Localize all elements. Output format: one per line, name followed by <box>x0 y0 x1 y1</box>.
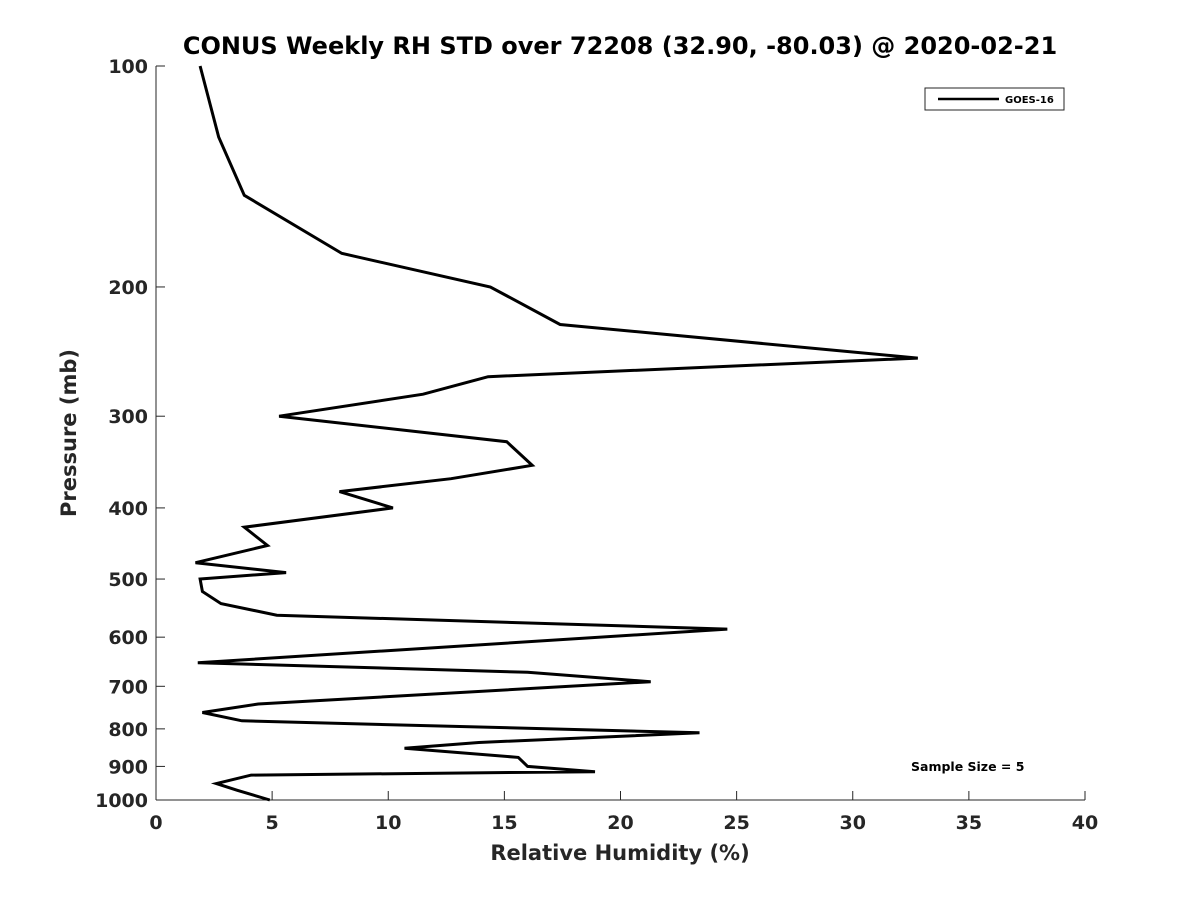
series-group <box>195 65 918 802</box>
x-tick-label: 30 <box>840 812 866 834</box>
y-tick-label: 1000 <box>95 790 148 812</box>
legend: GOES-16 <box>924 87 1065 111</box>
y-tick-label: 700 <box>108 676 148 698</box>
y-tick-label: 100 <box>108 56 148 78</box>
x-tick-label: 10 <box>375 812 401 834</box>
y-tick-label: 900 <box>108 756 148 778</box>
y-ticks: 100 200 300 400 500 600 700 800 900 1000 <box>95 56 165 812</box>
y-tick-label: 200 <box>108 277 148 299</box>
y-tick-label: 500 <box>108 569 148 591</box>
x-tick-label: 35 <box>956 812 982 834</box>
y-tick-label: 400 <box>108 498 148 520</box>
x-tick-label: 15 <box>491 812 517 834</box>
chart-title: CONUS Weekly RH STD over 72208 (32.90, -… <box>183 32 1057 60</box>
axes <box>155 66 1085 801</box>
legend-label-goes-16: GOES-16 <box>1005 95 1054 106</box>
x-ticks: 0 5 10 15 20 25 30 35 40 <box>149 791 1098 834</box>
x-tick-label: 0 <box>149 812 162 834</box>
x-axis-label: Relative Humidity (%) <box>490 841 749 865</box>
x-tick-label: 20 <box>607 812 633 834</box>
x-tick-label: 5 <box>266 812 279 834</box>
series-line-goes-16 <box>195 65 918 802</box>
y-tick-label: 800 <box>108 719 148 741</box>
sample-size-annotation: Sample Size = 5 <box>911 759 1024 774</box>
y-axis-label: Pressure (mb) <box>57 349 81 517</box>
y-tick-label: 600 <box>108 627 148 649</box>
x-tick-label: 25 <box>723 812 749 834</box>
x-tick-label: 40 <box>1072 812 1098 834</box>
y-tick-label: 300 <box>108 406 148 428</box>
